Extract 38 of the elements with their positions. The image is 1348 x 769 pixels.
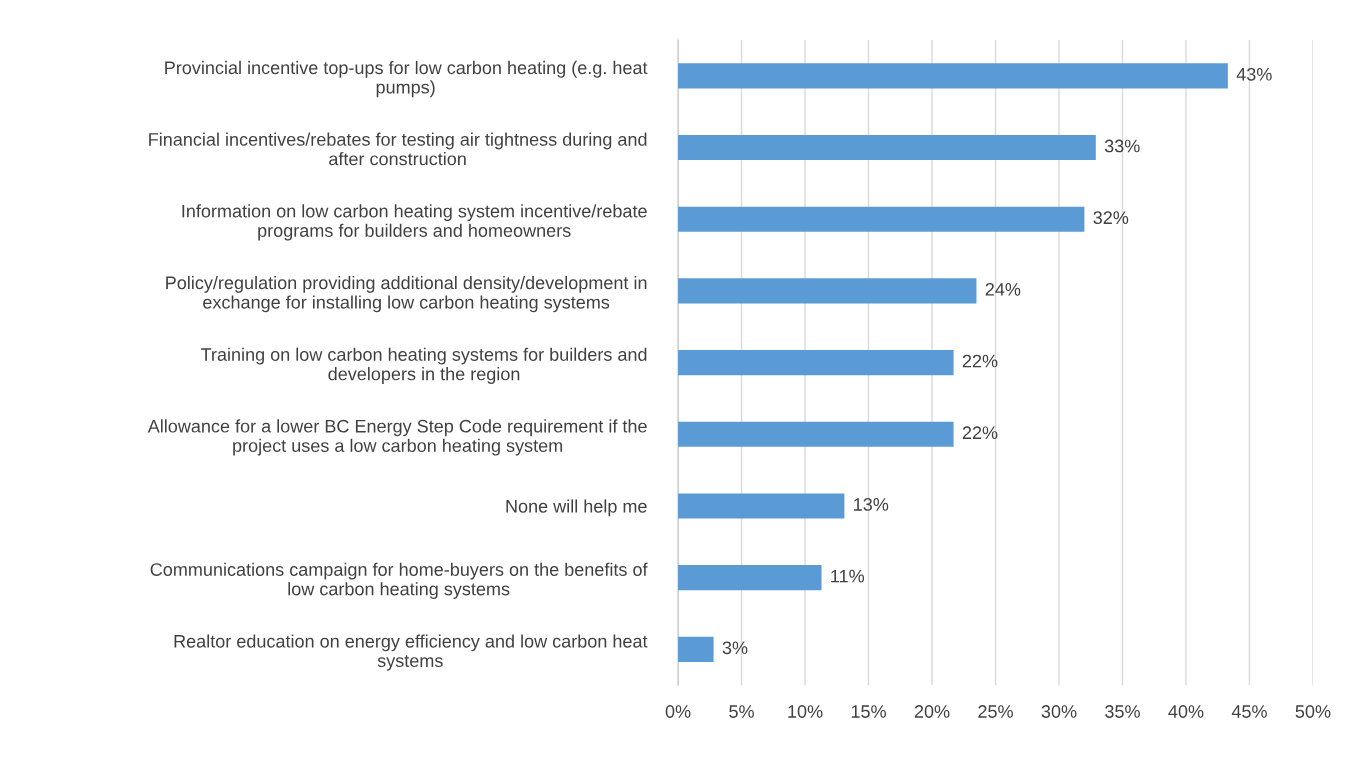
y-tick-label: Financial incentives/rebates for testing air tightness during and after construction <box>149 132 647 166</box>
data-label: 3% <box>722 641 748 655</box>
y-tick-label: Training on low carbon heating systems for builders and developers in the region <box>200 347 647 384</box>
x-tick-label: 50% <box>1295 705 1331 718</box>
x-tick-label: 40% <box>1168 705 1204 718</box>
bar <box>678 63 1228 89</box>
y-tick-label: Information on low carbon heating system incentive/rebate programs for builders and homeowners <box>182 204 647 241</box>
data-label: 33% <box>1104 139 1140 153</box>
x-tick-label: 45% <box>1231 705 1267 718</box>
y-tick-label: Allowance for a lower BC Energy Step Code requirement if the project uses a low carbon heating system <box>147 419 647 456</box>
bar <box>678 206 1085 232</box>
y-tick-label: None will help me <box>506 499 647 517</box>
y-tick-label: Policy/regulation providing additional density/development in exchange for installing low carbon heating systems <box>166 275 647 313</box>
data-label: 13% <box>854 498 889 511</box>
bar <box>678 565 822 591</box>
x-tick-label: 5% <box>729 705 754 718</box>
bar <box>678 493 845 519</box>
bar <box>678 350 954 376</box>
x-tick-label: 10% <box>788 705 823 718</box>
bar <box>678 278 977 304</box>
bar <box>678 134 1096 161</box>
y-tick-label: Provincial incentive top-ups for low carbon heating (e.g. heat pumps) <box>165 60 648 98</box>
y-tick-label: Realtor education on energy efficiency and low carbon heat systems <box>174 634 648 671</box>
x-tick-label: 15% <box>851 705 886 718</box>
data-label: 32% <box>1093 211 1129 225</box>
x-tick-label: 20% <box>914 705 950 718</box>
data-label: 22% <box>962 354 998 368</box>
x-tick-label: 25% <box>978 705 1013 718</box>
x-tick-label: 35% <box>1105 705 1140 718</box>
x-tick-label: 30% <box>1041 705 1077 718</box>
data-label: 24% <box>985 282 1021 296</box>
data-label: 22% <box>962 426 998 440</box>
data-label: 43% <box>1236 67 1272 81</box>
y-tick-label: Communications campaign for home-buyers on the benefits of low carbon heating systems <box>150 562 648 599</box>
x-tick-label: 0% <box>665 705 691 718</box>
bar <box>678 636 714 662</box>
data-label: 11% <box>831 569 865 583</box>
bar <box>678 421 954 447</box>
